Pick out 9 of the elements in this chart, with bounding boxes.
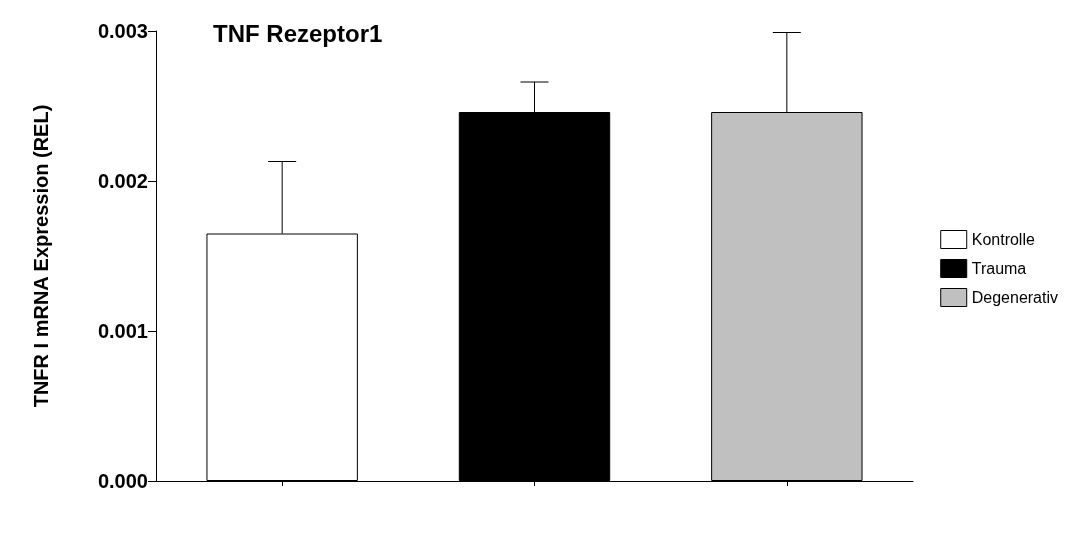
legend-label: Trauma xyxy=(971,260,1027,277)
legend-label: Degenerativ xyxy=(971,289,1059,306)
y-tick-label: 0.003 xyxy=(97,20,148,42)
y-tick-label: 0.002 xyxy=(97,170,148,192)
y-tick-label: 0.000 xyxy=(97,470,148,492)
legend-label: Kontrolle xyxy=(971,231,1035,248)
y-tick-label: 0.001 xyxy=(97,320,148,342)
y-axis-title: TNFR I mRNA Expression (REL) xyxy=(30,104,52,408)
chart-title: TNF Rezeptor1 xyxy=(213,19,383,47)
